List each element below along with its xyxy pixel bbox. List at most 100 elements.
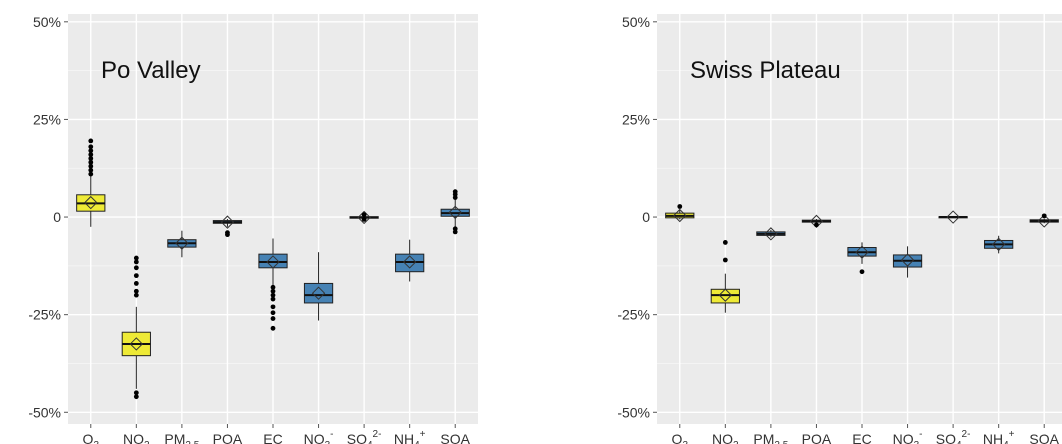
x-tick-label: EC <box>263 431 282 444</box>
outlier-point <box>814 222 819 228</box>
outlier-point <box>88 159 94 165</box>
box-8 <box>440 189 470 235</box>
outlier-point <box>361 212 367 218</box>
mean-marker <box>129 337 144 351</box>
outlier-point <box>270 292 276 298</box>
outlier-point <box>88 171 94 177</box>
x-tick-label: NO2 <box>712 431 739 444</box>
outlier-point <box>270 316 276 321</box>
x-tick-label: NO3- <box>304 429 334 444</box>
outlier-point <box>133 259 139 265</box>
outlier-point <box>1041 213 1047 219</box>
outlier-point <box>88 148 94 154</box>
box-1 <box>710 240 740 313</box>
x-tick-label: NO3- <box>893 429 923 444</box>
box-1 <box>121 255 151 400</box>
y-tick-label: 50% <box>622 14 650 30</box>
plot-background <box>657 14 1062 424</box>
box-4 <box>847 242 877 275</box>
outlier-point <box>88 144 94 150</box>
y-tick-label: -25% <box>617 307 650 323</box>
outlier-point <box>133 394 139 400</box>
outlier-point <box>133 265 139 271</box>
mean-marker <box>84 195 98 210</box>
mean-marker <box>448 205 462 220</box>
mean-marker <box>673 208 687 223</box>
outlier-point <box>225 232 230 238</box>
outlier-point <box>133 288 139 294</box>
mean-marker <box>311 286 326 300</box>
outlier-point <box>133 255 139 261</box>
box-7 <box>395 239 425 282</box>
x-tick-label: PM2.5 <box>753 431 788 444</box>
x-tick-label: SOA <box>440 431 470 444</box>
box-2 <box>167 230 197 258</box>
box-5 <box>892 246 923 278</box>
box-2 <box>756 227 786 241</box>
outlier-point <box>270 310 276 316</box>
outlier-point <box>452 189 458 195</box>
mean-marker <box>402 255 417 269</box>
outlier-point <box>133 292 139 298</box>
y-tick-label: 25% <box>33 111 61 127</box>
x-tick-label: NO2 <box>123 431 150 444</box>
y-tick-label: -50% <box>617 404 650 420</box>
outlier-point <box>722 257 728 263</box>
outlier-point <box>88 156 94 161</box>
box-6 <box>349 210 379 225</box>
box-8 <box>1029 213 1059 228</box>
x-tick-label: NH4+ <box>394 429 426 444</box>
x-tick-label: O3 <box>672 431 689 444</box>
y-tick-label: -25% <box>28 307 61 323</box>
box-0 <box>76 138 106 227</box>
y-tick-label: 25% <box>622 111 650 127</box>
outlier-point <box>270 304 276 310</box>
box-3 <box>801 214 832 229</box>
y-tick-label: 50% <box>33 14 61 30</box>
mean-marker <box>357 210 371 225</box>
box-5 <box>303 252 334 321</box>
x-tick-label: SOA <box>1029 431 1059 444</box>
box-0 <box>665 204 695 223</box>
mean-marker <box>266 255 280 269</box>
box-7 <box>984 235 1014 254</box>
outlier-point <box>270 284 276 290</box>
mean-marker <box>809 214 824 229</box>
y-tick-label: 0 <box>642 209 650 225</box>
mean-marker <box>991 237 1006 252</box>
box-3 <box>212 215 243 238</box>
x-tick-label: SO42- <box>347 429 382 444</box>
outlier-point <box>88 163 94 169</box>
outlier-point <box>270 325 276 331</box>
mean-marker <box>175 236 189 250</box>
outlier-point <box>88 167 94 173</box>
mean-marker <box>900 253 915 267</box>
panel-0: 50% 25% 0 -25% -50% Po Valley O3 NO2 PM2.5 POA EC N… <box>28 14 478 444</box>
x-tick-label: SO42- <box>936 429 971 444</box>
x-tick-label: POA <box>802 431 832 444</box>
outlier-point <box>133 281 139 286</box>
box-body <box>303 282 334 304</box>
mean-marker <box>1037 214 1051 228</box>
outlier-point <box>452 229 458 235</box>
outlier-point <box>677 204 683 209</box>
mean-marker <box>220 215 235 229</box>
panel-title: Po Valley <box>101 57 201 84</box>
mean-marker <box>718 288 733 302</box>
y-tick-label: 0 <box>53 209 61 225</box>
outlier-point <box>270 288 276 294</box>
y-tick-label: -50% <box>28 404 61 420</box>
panel-1: 50% 25% 0 -25% -50% Swiss Plateau O3 NO2 PM2.5 PO… <box>617 14 1062 444</box>
outlier-point <box>859 269 865 275</box>
outlier-point <box>88 138 94 144</box>
outlier-point <box>722 240 728 245</box>
mean-marker <box>764 227 778 241</box>
box-6 <box>938 210 968 224</box>
x-tick-label: POA <box>213 431 243 444</box>
mean-marker <box>855 245 869 259</box>
mean-marker <box>946 210 960 224</box>
outlier-point <box>361 216 367 222</box>
x-tick-label: EC <box>852 431 871 444</box>
panel-title: Swiss Plateau <box>690 57 841 84</box>
